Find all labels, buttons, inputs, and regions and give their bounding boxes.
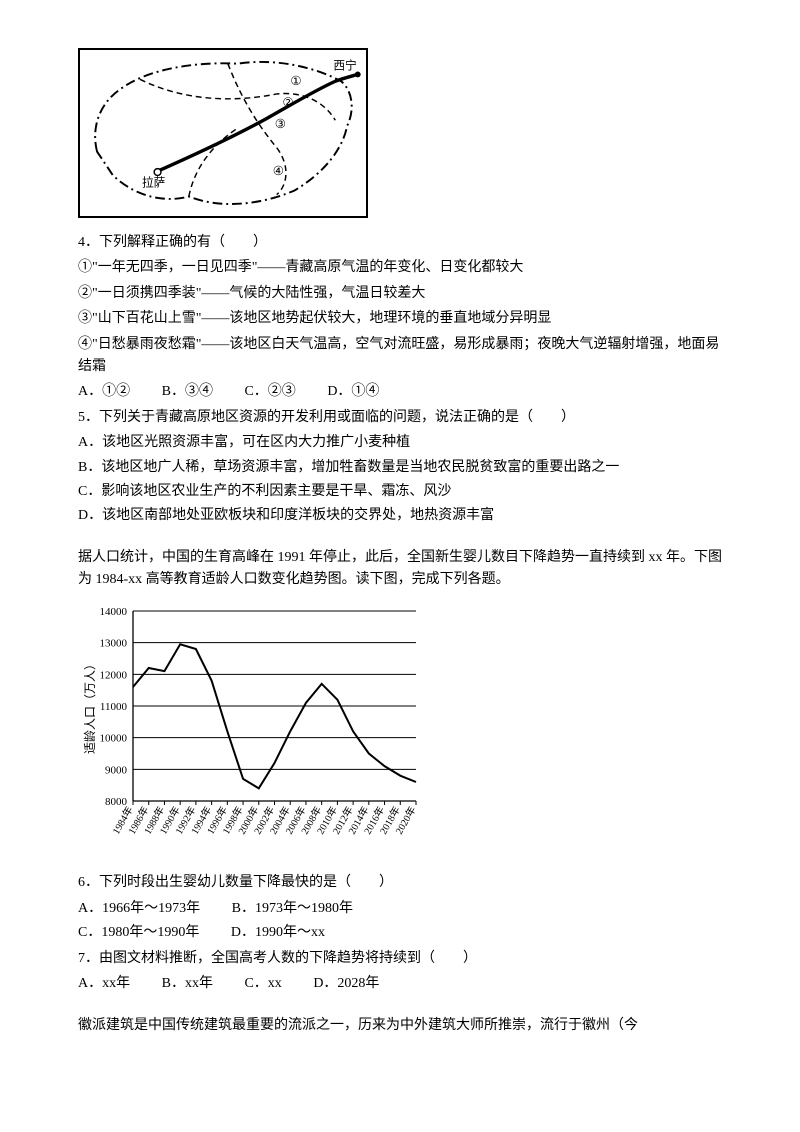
svg-text:适龄人口（万人）: 适龄人口（万人） — [83, 658, 97, 754]
q5-opt-d[interactable]: D．该地区南部地处亚欧板块和印度洋板块的交界处，地热资源丰富 — [78, 505, 722, 527]
svg-text:13000: 13000 — [100, 638, 128, 650]
q6-stem: 6．下列时段出生婴幼儿数量下降最快的是（ ） — [78, 872, 722, 894]
q5-opt-b[interactable]: B．该地区地广人稀，草场资源丰富，增加牲畜数量是当地农民脱贫致富的重要出路之一 — [78, 457, 722, 479]
q7-opt-d[interactable]: D．2028年 — [313, 973, 379, 995]
population-chart: 8000900010000110001200013000140001984年19… — [78, 601, 428, 866]
q4-s4: ④"日愁暴雨夜愁霜"——该地区白天气温高，空气对流旺盛，易形成暴雨；夜晚大气逆辐… — [78, 334, 722, 379]
q4-s3: ③"山下百花山上雪"——该地区地势起伏较大，地理环境的垂直地域分异明显 — [78, 308, 722, 330]
q4-opt-a[interactable]: A．①② — [78, 381, 130, 403]
q7-opt-c[interactable]: C．xx — [244, 973, 281, 995]
svg-text:8000: 8000 — [105, 796, 128, 808]
map-marker-4: ④ — [273, 164, 284, 178]
q5-stem: 5．下列关于青藏高原地区资源的开发利用或面临的问题，说法正确的是（ ） — [78, 407, 722, 429]
q6-opt-d[interactable]: D．1990年～xx — [231, 922, 325, 944]
q4-s1: ①"一年无四季，一日见四季"——青藏高原气温的年变化、日变化都较大 — [78, 257, 722, 279]
q7-stem: 7．由图文材料推断，全国高考人数的下降趋势将持续到（ ） — [78, 948, 722, 970]
map-marker-1: ① — [290, 74, 301, 88]
q5-opt-a[interactable]: A．该地区光照资源丰富，可在区内大力推广小麦种植 — [78, 432, 722, 454]
map-marker-2: ② — [283, 96, 294, 110]
q4-opt-c[interactable]: C．②③ — [244, 381, 295, 403]
svg-text:12000: 12000 — [100, 670, 128, 682]
q4-s2: ②"一日须携四季装"——气候的大陆性强，气温日较差大 — [78, 283, 722, 305]
q6-opt-a[interactable]: A．1966年～1973年 — [78, 898, 200, 920]
q4-opt-b[interactable]: B．③④ — [162, 381, 213, 403]
q4-stem: 4．下列解释正确的有（ ） — [78, 232, 722, 254]
svg-text:11000: 11000 — [100, 701, 128, 713]
q6-opt-c[interactable]: C．1980年～1990年 — [78, 922, 199, 944]
q5-opt-c[interactable]: C．影响该地区农业生产的不利因素主要是干旱、霜冻、风沙 — [78, 481, 722, 503]
map-label-xining: 西宁 — [333, 59, 356, 73]
q4-opt-d[interactable]: D．①④ — [327, 381, 379, 403]
q4-options: A．①② B．③④ C．②③ D．①④ — [78, 381, 722, 403]
map-marker-3: ③ — [275, 117, 286, 131]
svg-text:9000: 9000 — [105, 765, 128, 777]
tibet-map: 拉萨 西宁 ① ② ③ ④ — [78, 48, 368, 218]
svg-text:14000: 14000 — [100, 606, 128, 618]
map-label-lasa: 拉萨 — [142, 176, 166, 190]
q7-opt-b[interactable]: B．xx年 — [162, 973, 213, 995]
q7-opt-a[interactable]: A．xx年 — [78, 973, 130, 995]
q6-opt-b[interactable]: B．1973年～1980年 — [232, 898, 353, 920]
passage-2: 据人口统计，中国的生育高峰在 1991 年停止，此后，全国新生婴儿数目下降趋势一… — [78, 547, 722, 592]
passage-3: 徽派建筑是中国传统建筑最重要的流派之一，历来为中外建筑大师所推崇，流行于徽州（今 — [78, 1015, 722, 1037]
chart-svg: 8000900010000110001200013000140001984年19… — [78, 601, 428, 866]
q7-options: A．xx年 B．xx年 C．xx D．2028年 — [78, 973, 722, 995]
map-svg: 拉萨 西宁 ① ② ③ ④ — [80, 50, 366, 216]
svg-text:10000: 10000 — [100, 733, 128, 745]
